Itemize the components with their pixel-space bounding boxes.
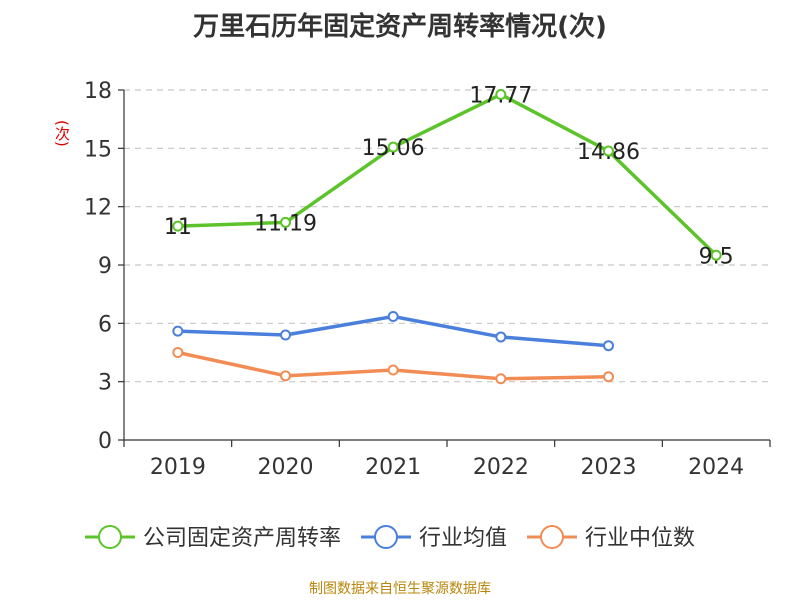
legend-marker-icon xyxy=(98,525,122,549)
x-tick-label: 2019 xyxy=(150,455,206,480)
x-tick-label: 2020 xyxy=(258,455,314,480)
legend-marker-icon xyxy=(374,525,398,549)
y-axis-unit-label: (次) xyxy=(53,120,71,147)
data-label: 14.86 xyxy=(577,140,640,165)
data-labels: 11 11.19 15.06 17.77 14.86 9.5 xyxy=(164,83,734,269)
data-point xyxy=(603,145,614,157)
data-point xyxy=(172,347,184,358)
x-tick-label: 2024 xyxy=(688,455,744,480)
data-label: 11 xyxy=(164,215,192,240)
y-tick-label: 18 xyxy=(84,79,112,104)
data-point xyxy=(603,340,614,352)
y-tick-label: 0 xyxy=(98,429,112,454)
data-point xyxy=(172,325,184,337)
legend-label: 公司固定资产周转率 xyxy=(143,526,341,551)
legend-label: 行业中位数 xyxy=(585,526,695,551)
y-tick-label: 9 xyxy=(98,254,112,279)
data-point xyxy=(280,216,291,228)
data-point xyxy=(387,364,399,376)
legend-item-2[interactable]: 行业中位数 xyxy=(527,525,695,551)
legend[interactable]: 公司固定资产周转率 行业均值 行业中位数 xyxy=(85,525,695,551)
series-line-0 xyxy=(177,92,718,257)
data-point xyxy=(280,370,291,382)
data-label: 15.06 xyxy=(362,136,425,161)
y-tick-label: 3 xyxy=(98,371,112,396)
data-point xyxy=(710,249,722,261)
data-label: 9.5 xyxy=(699,244,734,269)
data-point xyxy=(172,220,184,232)
legend-label: 行业均值 xyxy=(419,526,507,551)
data-point xyxy=(387,311,399,323)
data-point xyxy=(495,373,507,385)
legend-item-0[interactable]: 公司固定资产周转率 xyxy=(85,525,341,551)
x-tick-label: 2021 xyxy=(365,455,421,480)
series-lines xyxy=(172,88,722,385)
data-point xyxy=(387,141,399,153)
data-point xyxy=(603,371,614,383)
y-tick-label: 12 xyxy=(84,196,112,221)
legend-item-1[interactable]: 行业均值 xyxy=(361,525,507,551)
y-tick-label: 15 xyxy=(84,137,112,162)
axes: 0 3 6 9 12 15 18 2019 2020 2021 2022 2023 2024 xyxy=(84,79,771,480)
gridlines xyxy=(124,89,770,383)
x-tick-label: 2022 xyxy=(473,455,529,480)
data-label: 17.77 xyxy=(469,83,532,108)
legend-marker-icon xyxy=(540,525,564,549)
data-point xyxy=(495,331,507,343)
y-tick-label: 6 xyxy=(98,312,112,337)
data-label: 11.19 xyxy=(254,211,317,236)
data-point xyxy=(495,88,507,100)
chart-title: 万里石历年固定资产周转率情况(次) xyxy=(193,12,607,42)
data-source-note: 制图数据来自恒生聚源数据库 xyxy=(309,581,491,597)
data-point xyxy=(280,329,291,341)
x-tick-label: 2023 xyxy=(581,455,637,480)
